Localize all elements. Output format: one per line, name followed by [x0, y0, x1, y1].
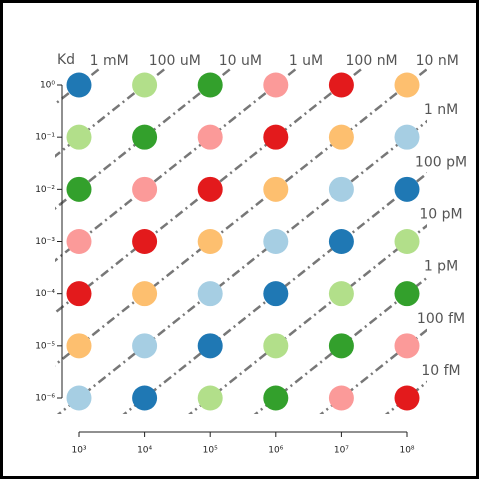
kd-line-label: 1 mM — [90, 53, 129, 69]
kd-line — [55, 68, 103, 106]
point — [197, 229, 223, 254]
point — [66, 385, 92, 411]
point — [328, 229, 354, 254]
point — [394, 124, 420, 150]
points — [66, 72, 420, 411]
y-tick-label: 10⁻⁴ — [35, 289, 55, 299]
kd-line-label: 100 uM — [149, 53, 201, 69]
y-tick-label: 10⁻³ — [35, 237, 55, 247]
y-tick-label: 10⁻⁶ — [35, 394, 55, 404]
kd-line — [55, 68, 365, 315]
kd-line-label: 10 nM — [416, 53, 459, 69]
kd-line-label: 100 pM — [415, 154, 467, 170]
kd-line — [55, 68, 427, 367]
point — [328, 333, 354, 359]
point — [66, 281, 92, 307]
point — [394, 333, 420, 359]
point — [197, 124, 223, 150]
point — [132, 72, 158, 98]
kd-line-label: 100 fM — [417, 311, 465, 327]
point — [197, 385, 223, 411]
kd-line-label: 10 pM — [419, 206, 462, 222]
point — [66, 72, 92, 98]
x-tick-label: 10⁵ — [203, 446, 218, 456]
point — [394, 229, 420, 254]
x-tick-label: 10⁴ — [137, 446, 152, 456]
kd-line-label: 10 fM — [421, 363, 460, 379]
point — [394, 385, 420, 411]
kd-line-label: 1 nM — [424, 102, 458, 118]
point — [394, 281, 420, 307]
point — [66, 176, 92, 202]
point — [132, 385, 158, 411]
kd-line — [253, 276, 427, 414]
y-tick-label: 10⁻² — [35, 185, 55, 195]
point — [263, 176, 289, 202]
point — [132, 124, 158, 150]
y-tick-label: 10⁰ — [40, 81, 55, 91]
kd-label: Kd — [57, 52, 75, 68]
point — [132, 333, 158, 359]
point — [197, 176, 223, 202]
point — [328, 72, 354, 98]
kd-line — [319, 328, 427, 414]
point — [132, 176, 158, 202]
point — [66, 124, 92, 150]
point — [328, 176, 354, 202]
point — [263, 72, 289, 98]
point — [394, 72, 420, 98]
point — [328, 281, 354, 307]
kd-line-label: 10 uM — [219, 53, 262, 69]
point — [197, 72, 223, 98]
point — [394, 176, 420, 202]
y-tick-label: 10⁻⁵ — [35, 341, 55, 351]
point — [263, 281, 289, 307]
point — [263, 333, 289, 359]
point — [66, 333, 92, 359]
point — [263, 229, 289, 254]
point — [263, 124, 289, 150]
point — [197, 281, 223, 307]
point — [132, 281, 158, 307]
x-tick-label: 10⁸ — [399, 446, 414, 456]
point — [328, 385, 354, 411]
point — [66, 229, 92, 254]
x-tick-label: 10⁷ — [334, 446, 349, 456]
kd-line-label: 100 nM — [346, 53, 398, 69]
kd-line-label: 1 uM — [289, 53, 323, 69]
kd-line-label: 1 pM — [424, 259, 458, 275]
x-tick-label: 10⁶ — [268, 446, 283, 456]
x-tick-label: 10³ — [71, 446, 86, 456]
y-tick-label: 10⁻¹ — [35, 133, 55, 143]
point — [328, 124, 354, 150]
point — [263, 385, 289, 411]
point — [197, 333, 223, 359]
point — [132, 229, 158, 254]
